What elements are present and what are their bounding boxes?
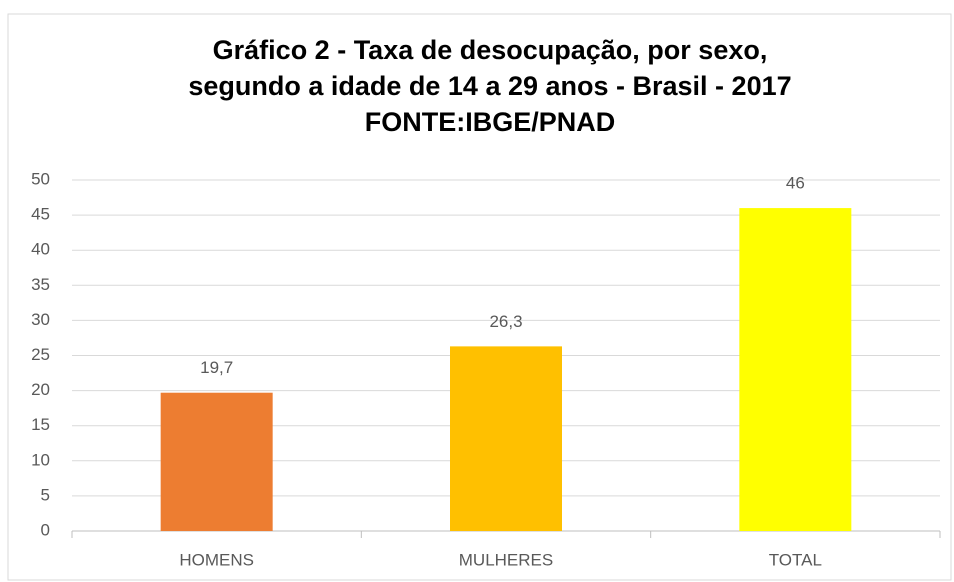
chart-title: FONTE:IBGE/PNAD <box>365 107 616 137</box>
bar <box>160 392 273 531</box>
bar <box>739 208 852 531</box>
y-tick-label: 25 <box>31 345 50 364</box>
data-label: 19,7 <box>200 358 233 377</box>
y-tick-label: 20 <box>31 380 50 399</box>
chart-title: segundo a idade de 14 a 29 anos - Brasil… <box>188 71 791 101</box>
y-tick-label: 30 <box>31 310 50 329</box>
y-tick-label: 45 <box>31 205 50 224</box>
y-tick-label: 15 <box>31 415 50 434</box>
y-tick-label: 5 <box>41 485 50 504</box>
y-tick-label: 10 <box>31 450 50 469</box>
y-tick-label: 35 <box>31 275 50 294</box>
y-tick-label: 40 <box>31 240 50 259</box>
y-tick-label: 50 <box>31 169 50 188</box>
x-tick-label: TOTAL <box>769 550 822 569</box>
x-tick-label: HOMENS <box>179 550 254 569</box>
data-label: 46 <box>786 174 805 193</box>
x-tick-label: MULHERES <box>459 550 553 569</box>
data-label: 26,3 <box>489 312 522 331</box>
y-tick-label: 0 <box>41 520 50 539</box>
bar <box>450 346 562 531</box>
chart-title: Gráfico 2 - Taxa de desocupação, por sex… <box>213 35 768 65</box>
